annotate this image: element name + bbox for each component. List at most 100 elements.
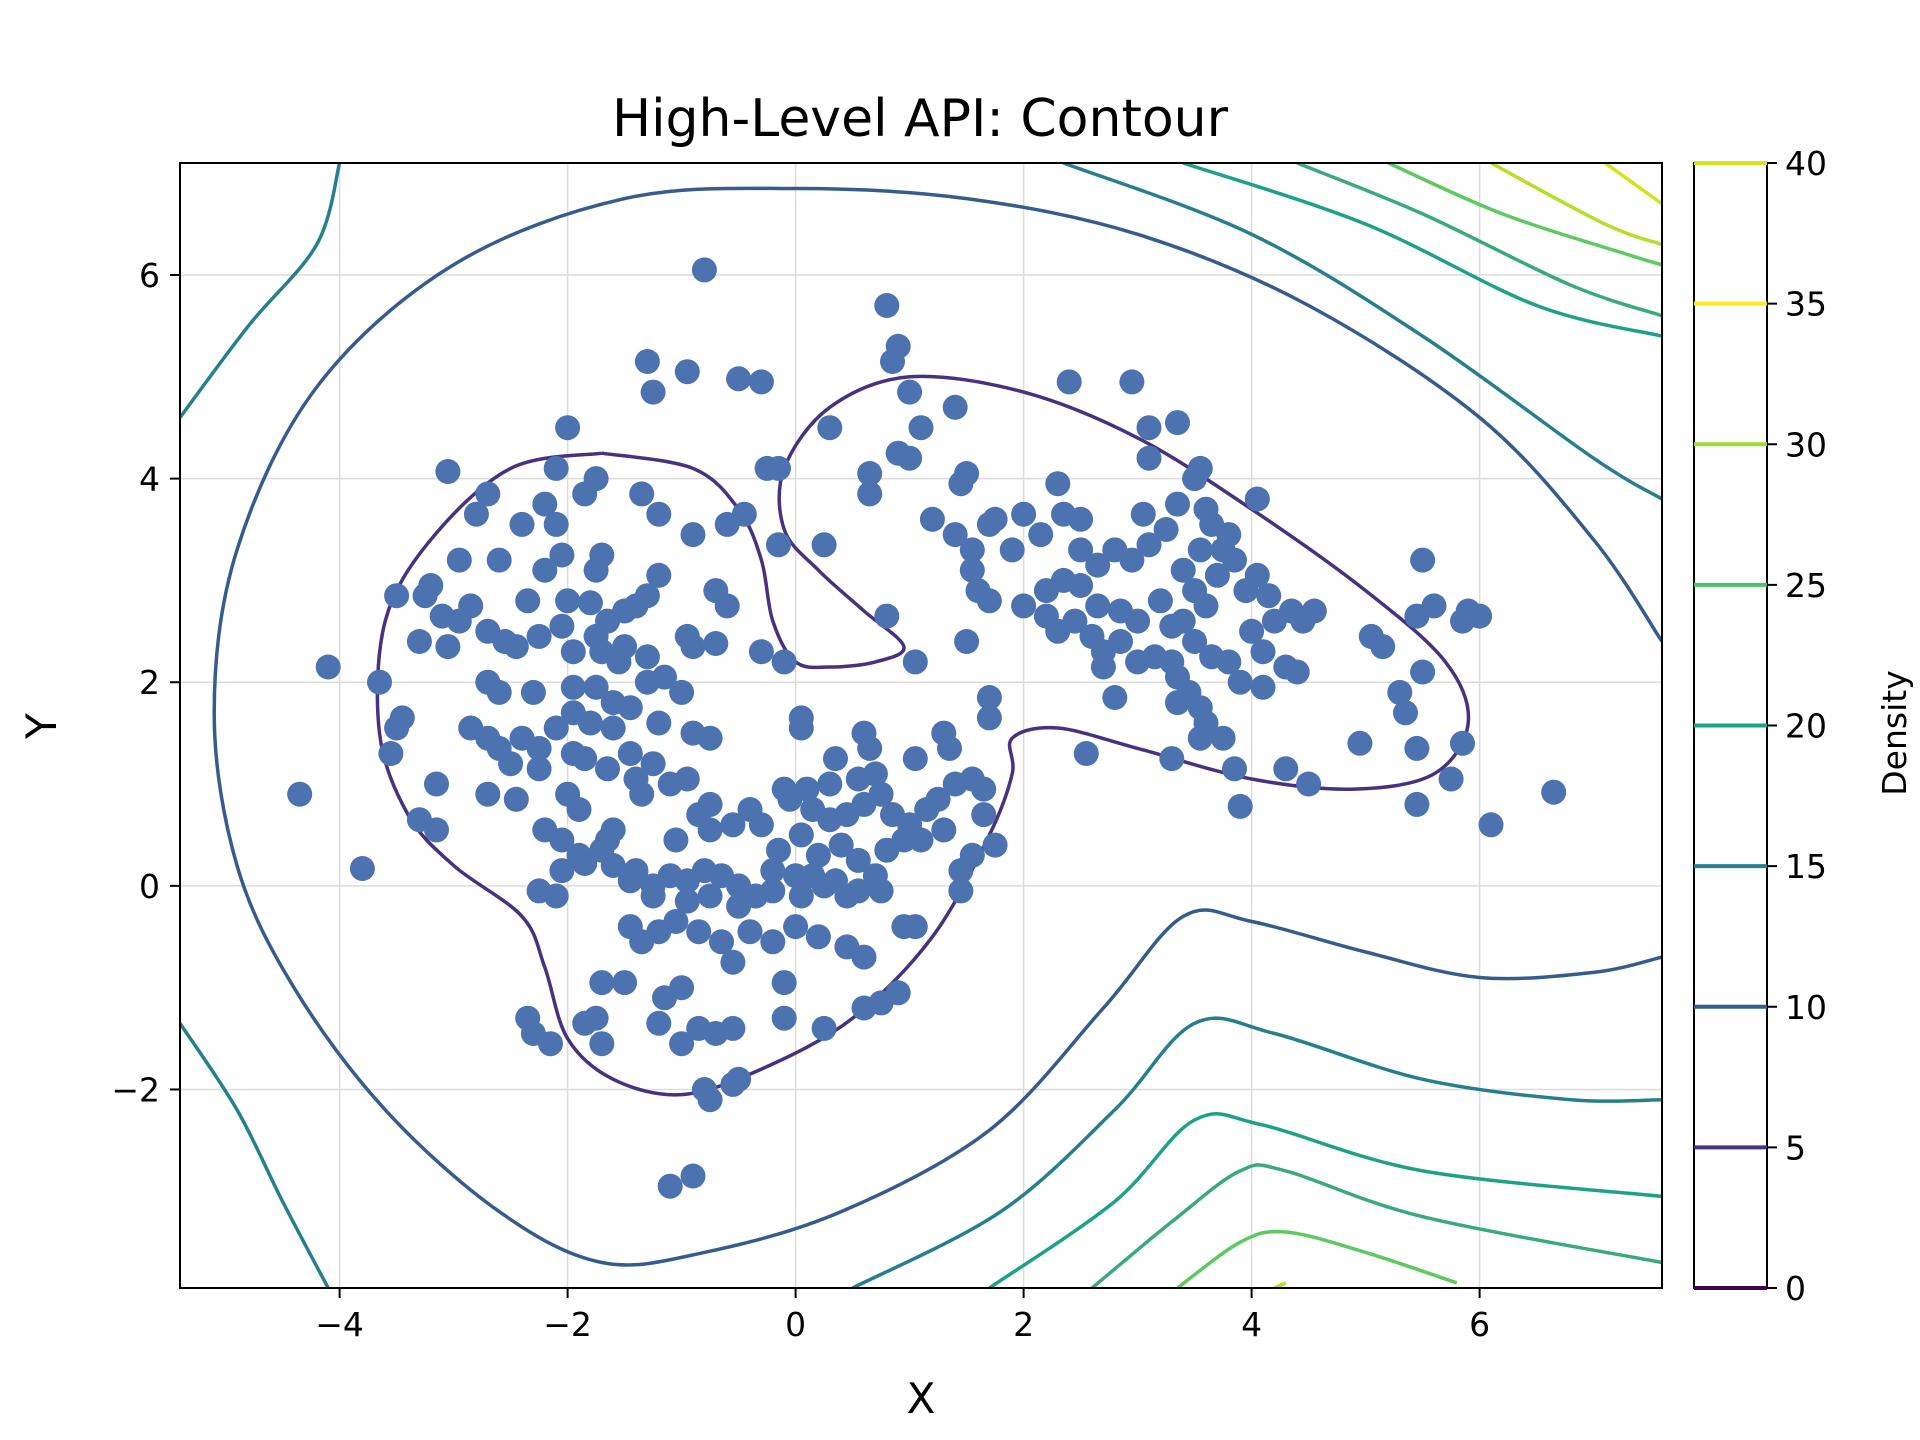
scatter-point: [1393, 700, 1418, 726]
scatter-point: [612, 970, 638, 996]
scatter-point: [845, 878, 871, 904]
contour-line-20: [988, 1112, 1662, 1288]
scatter-point: [885, 440, 911, 466]
scatter-point: [1273, 756, 1299, 782]
y-axis-ticks: −2 0 2 4 6: [111, 256, 180, 1109]
scatter-point: [549, 827, 575, 853]
scatter-point: [1541, 779, 1567, 805]
scatter-point: [1085, 552, 1111, 578]
scatter-point: [1478, 812, 1504, 838]
scatter-point: [857, 481, 883, 507]
scatter-point: [908, 415, 934, 441]
scatter-point: [509, 511, 535, 537]
scatter-point: [526, 756, 552, 782]
contour-line-40: [1603, 163, 1662, 206]
scatter-point: [543, 883, 569, 909]
scatter-point: [680, 522, 706, 548]
scatter-point: [1165, 410, 1190, 436]
scatter-point: [1410, 547, 1436, 573]
contour-line-5: [375, 374, 1471, 1097]
scatter-point: [646, 710, 672, 736]
scatter-point: [942, 394, 968, 420]
colorbar-tick-label: 35: [1785, 285, 1827, 324]
scatter-point: [697, 725, 723, 751]
scatter-point: [378, 741, 404, 766]
scatter-point: [406, 629, 432, 654]
scatter-point: [424, 771, 449, 797]
scatter-point: [691, 257, 717, 283]
contour-line-15: [851, 1016, 1662, 1288]
scatter-point: [788, 822, 814, 848]
colorbar-tick-label: 40: [1785, 144, 1827, 183]
scatter-point: [971, 802, 997, 828]
scatter-point: [1193, 593, 1219, 619]
scatter-point: [1250, 639, 1276, 665]
scatter-point: [1165, 491, 1190, 517]
scatter-point: [828, 832, 854, 858]
scatter-point: [885, 980, 911, 1006]
scatter-point: [532, 557, 558, 583]
scatter-point: [1387, 679, 1413, 705]
scatter-point: [902, 914, 928, 940]
scatter-point: [549, 542, 575, 568]
scatter-point: [1119, 547, 1145, 573]
colorbar-tick-label: 0: [1785, 1269, 1806, 1308]
scatter-point: [857, 735, 883, 761]
scatter-point: [287, 781, 313, 807]
contour-line-15: [1062, 163, 1662, 501]
scatter-point: [583, 557, 609, 583]
scatter-point: [948, 858, 974, 884]
scatter-point: [589, 1031, 615, 1057]
scatter-point: [851, 944, 877, 970]
scatter-point: [606, 649, 632, 675]
scatter-point: [560, 639, 586, 665]
scatter-point: [845, 847, 871, 873]
scatter-point: [1062, 608, 1088, 634]
scatter-point: [1068, 573, 1094, 598]
scatter-point: [908, 827, 934, 853]
scatter-point: [543, 715, 569, 741]
scatter-point: [726, 366, 752, 392]
scatter-point: [714, 511, 740, 537]
scatter-point: [680, 1163, 706, 1189]
scatter-point: [1216, 649, 1242, 675]
scatter-point: [925, 786, 951, 812]
scatter-point: [1187, 725, 1213, 751]
scatter-point: [1085, 593, 1111, 619]
scatter-point: [1182, 629, 1208, 654]
scatter-point: [572, 851, 598, 876]
scatter-point: [760, 878, 786, 904]
scatter-point: [1136, 532, 1162, 558]
scatter-point: [555, 415, 581, 441]
scatter-point: [805, 924, 831, 950]
colorbar-tick-label: 30: [1785, 425, 1827, 464]
scatter-point: [919, 506, 945, 532]
scatter-point: [817, 415, 843, 441]
scatter-point: [577, 590, 603, 616]
scatter-point: [543, 455, 569, 481]
scatter-point: [1068, 506, 1094, 532]
y-tick-label: −2: [111, 1070, 160, 1109]
scatter-point: [1187, 455, 1213, 481]
scatter-point: [646, 501, 672, 527]
scatter-point: [572, 746, 598, 772]
scatter-point: [954, 461, 980, 486]
scatter-point: [617, 741, 643, 766]
colorbar-tick-label: 5: [1785, 1128, 1806, 1167]
scatter-point: [902, 649, 928, 675]
scatter-point: [697, 883, 723, 909]
scatter-point: [771, 649, 797, 675]
scatter-point: [788, 883, 814, 909]
scatter-point: [976, 685, 1002, 710]
y-tick-label: 6: [139, 256, 160, 295]
scatter-point: [600, 715, 626, 741]
scatter-point: [897, 379, 923, 405]
scatter-point: [663, 909, 689, 934]
scatter-point: [669, 975, 695, 1001]
scatter-point: [1159, 746, 1185, 772]
contour-lines: [180, 163, 1662, 1288]
scatter-point: [384, 715, 410, 741]
contour-line-15: [180, 1022, 330, 1288]
scatter-point: [1090, 654, 1116, 680]
scatter-point: [1153, 517, 1179, 542]
